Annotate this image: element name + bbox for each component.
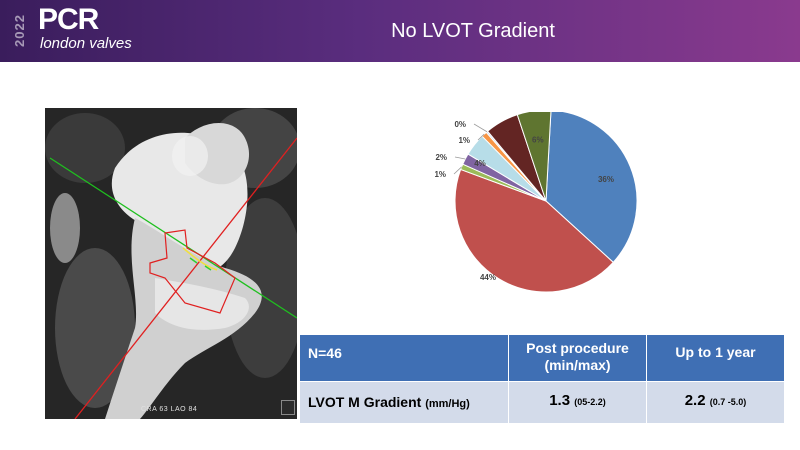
pie-slice-label: 2%	[435, 153, 447, 162]
post-procedure-label: Post procedure	[526, 340, 629, 356]
year-range: (0.7 -5.0)	[709, 397, 747, 407]
table-header-post-procedure: Post procedure (min/max)	[509, 335, 646, 381]
slide-header: 2022 PCR london valves No LVOT Gradient	[0, 0, 800, 62]
pie-slice-label: 1%	[434, 170, 446, 179]
pie-leader-line	[453, 166, 462, 175]
lvot-gradient-label: LVOT M Gradient	[308, 394, 422, 410]
post-procedure-sublabel: (min/max)	[544, 357, 611, 373]
table-header-n: N=46	[300, 335, 508, 381]
logo-subtitle: london valves	[40, 35, 132, 52]
ct-scan-drawing	[45, 108, 297, 419]
pie-leader-line	[477, 133, 485, 141]
pie-slice-label: 6%	[532, 136, 544, 145]
ct-angle-label: CRA 63 LAO 84	[141, 406, 198, 413]
pie-slice-label: 1%	[458, 136, 470, 145]
pie-chart-svg: 36% 44% 1% 2% 4% 1% 0% 6%	[434, 109, 638, 293]
pie-leader-line	[454, 156, 466, 160]
table-row-label: LVOT M Gradient (mm/Hg)	[300, 382, 508, 423]
pie-slice-label: 4%	[474, 159, 486, 168]
table-cell-year-value: 2.2 (0.7 -5.0)	[647, 382, 784, 423]
year-value: 2.2	[684, 392, 706, 409]
slide-title: No LVOT Gradient	[391, 20, 555, 42]
pie-slice-label: 36%	[598, 175, 614, 184]
post-range: (05-2.2)	[574, 397, 606, 407]
ct-scan-image: CRA 63 LAO 84	[45, 108, 297, 419]
results-table: N=46 Post procedure (min/max) Up to 1 ye…	[300, 335, 784, 423]
pie-slice-label: 44%	[480, 273, 496, 282]
logo-year: 2022	[12, 14, 27, 48]
lvot-gradient-unit: (mm/Hg)	[425, 398, 470, 410]
pie-chart: 36% 44% 1% 2% 4% 1% 0% 6%	[418, 109, 658, 312]
pie-slice	[545, 109, 638, 264]
table-header-one-year: Up to 1 year	[647, 335, 784, 381]
pie-slice	[454, 168, 614, 293]
ct-settings-icon	[281, 400, 295, 415]
pie-leader-line	[473, 123, 488, 133]
post-value: 1.3	[549, 392, 571, 409]
table-cell-post-value: 1.3 (05-2.2)	[509, 382, 646, 423]
pie-slice-label: 0%	[454, 120, 466, 129]
logo-pcr: PCR	[38, 3, 99, 36]
